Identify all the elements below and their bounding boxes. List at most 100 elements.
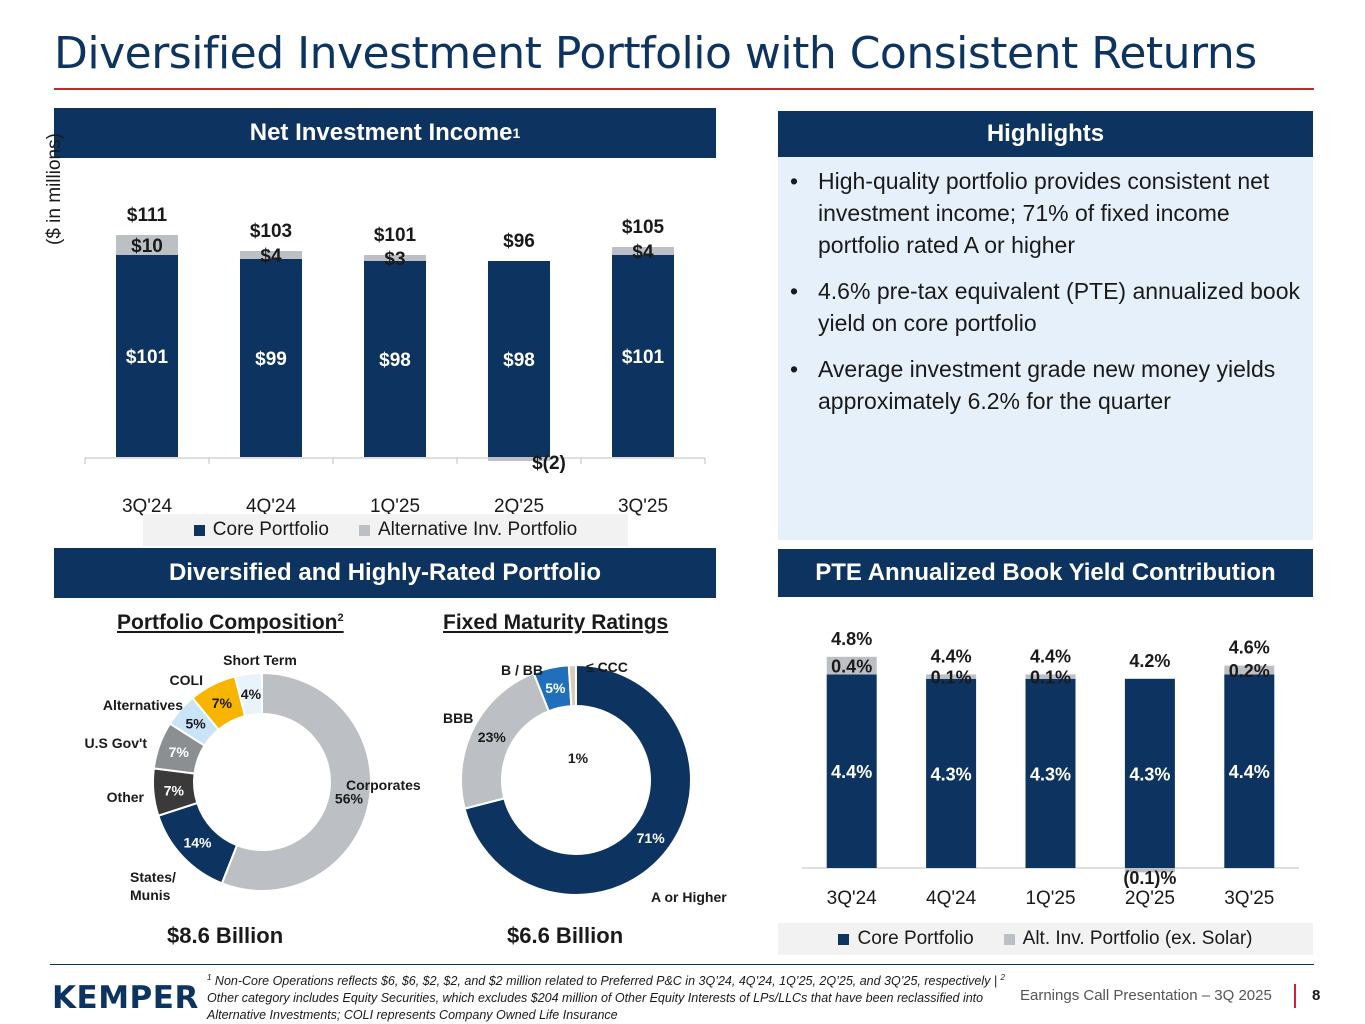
composition-title: Portfolio Composition2 bbox=[117, 611, 344, 635]
pte-legend-alt-label: Alt. Inv. Portfolio (ex. Solar) bbox=[1022, 928, 1253, 949]
slice-percent-label: 14% bbox=[183, 835, 212, 851]
core-value-label: $98 bbox=[379, 350, 411, 371]
slice-percent-label: 71% bbox=[637, 830, 666, 846]
donut-slice bbox=[220, 671, 372, 892]
slice-percent-label: 4% bbox=[241, 686, 262, 702]
total-value-label: 4.2% bbox=[1129, 651, 1170, 671]
slice-category-label: States/ bbox=[130, 869, 176, 885]
highlight-bullet: High-quality portfolio provides consiste… bbox=[786, 165, 1306, 261]
category-label: 4Q'24 bbox=[246, 496, 297, 517]
slice-percent-label: 56% bbox=[335, 791, 364, 807]
total-value-label: 4.4% bbox=[1030, 646, 1071, 666]
pte-legend-core-label: Core Portfolio bbox=[857, 928, 974, 949]
composition-title-text: Portfolio Composition bbox=[117, 611, 338, 634]
legend-swatch-alt bbox=[358, 524, 370, 536]
core-value-label: $101 bbox=[126, 347, 169, 368]
legend-swatch-core bbox=[193, 524, 205, 536]
alt-bar bbox=[240, 251, 302, 259]
highlights-banner-text: Highlights bbox=[986, 120, 1105, 147]
footnote-2-mark: 2 bbox=[1000, 973, 1005, 982]
core-bar bbox=[116, 255, 178, 457]
category-label: 2Q'25 bbox=[494, 496, 544, 517]
slice-category-label: U.S Gov't bbox=[85, 735, 148, 751]
slice-category-label: B / BB bbox=[501, 662, 543, 678]
pte-chart: 0.4%4.4%4.8%3Q'240.1%4.3%4.4%4Q'240.1%4.… bbox=[802, 629, 1299, 909]
total-value-label: $105 bbox=[622, 217, 665, 238]
core-value-label: $99 bbox=[255, 349, 287, 370]
alt-value-label: $3 bbox=[384, 249, 405, 270]
core-value-label: 4.4% bbox=[831, 762, 872, 782]
total-value-label: 4.8% bbox=[831, 629, 872, 649]
total-value-label: $101 bbox=[374, 225, 417, 246]
nii-chart: $10 $101 $111 3Q'24 $4 $99 $103 4Q'24 $3 $98 $101 1… bbox=[84, 205, 706, 517]
legend-swatch-core bbox=[838, 933, 850, 945]
core-bar bbox=[826, 674, 877, 868]
category-label: 3Q'24 bbox=[827, 888, 878, 909]
alt-bar bbox=[826, 656, 877, 675]
alt-bar bbox=[1124, 868, 1175, 873]
page-number: 8 bbox=[1312, 987, 1321, 1004]
slice-percent-label: 7% bbox=[169, 744, 190, 760]
footnote-1-mark: 1 bbox=[207, 973, 212, 982]
page-title: Diversified Investment Portfolio with Co… bbox=[54, 28, 1257, 79]
slice-category-label: Other bbox=[107, 789, 145, 805]
alt-bar bbox=[488, 457, 550, 461]
nii-legend: Core Portfolio Alternative Inv. Portfoli… bbox=[143, 514, 628, 546]
nii-legend-core: Core Portfolio bbox=[193, 519, 329, 541]
composition-title-sup: 2 bbox=[337, 612, 344, 624]
ratings-total: $6.6 Billion bbox=[507, 923, 624, 948]
title-divider bbox=[54, 88, 1314, 90]
slice-percent-label: 5% bbox=[545, 680, 566, 696]
footnote-2: Other category includes Equity Securitie… bbox=[207, 991, 984, 1023]
highlight-bullet: Average investment grade new money yield… bbox=[786, 353, 1306, 417]
core-bar bbox=[926, 678, 977, 868]
nii-banner-sup: 1 bbox=[512, 125, 521, 141]
total-value-label: 4.6% bbox=[1229, 638, 1270, 658]
pte-banner: PTE Annualized Book Yield Contribution bbox=[778, 549, 1313, 597]
composition-total: $8.6 Billion bbox=[167, 923, 284, 948]
core-value-label: $98 bbox=[503, 350, 535, 371]
category-label: 1Q'25 bbox=[1025, 888, 1075, 909]
highlights-list: High-quality portfolio provides consiste… bbox=[786, 165, 1306, 431]
diversified-banner: Diversified and Highly-Rated Portfolio bbox=[54, 548, 716, 598]
alt-value-label: 0.1% bbox=[1030, 668, 1071, 688]
highlights-banner: Highlights bbox=[778, 111, 1313, 157]
alt-value-label: 0.4% bbox=[831, 657, 872, 677]
total-value-label: $111 bbox=[127, 205, 168, 226]
slice-percent-label: 5% bbox=[185, 715, 206, 731]
core-bar bbox=[612, 255, 674, 457]
nii-banner: Net Investment Income 1 bbox=[54, 108, 716, 158]
slice-category-label: ≤ CCC bbox=[586, 659, 628, 675]
nii-legend-core-label: Core Portfolio bbox=[212, 519, 329, 540]
slice-category-label: BBB bbox=[443, 710, 473, 726]
footnote-1: Non-Core Operations reflects $6, $6, $2,… bbox=[211, 974, 1001, 989]
core-bar bbox=[240, 259, 302, 457]
alt-value-label: $(2) bbox=[532, 453, 566, 474]
core-value-label: 4.3% bbox=[931, 764, 972, 784]
donut-slice bbox=[567, 663, 577, 708]
pte-banner-text: PTE Annualized Book Yield Contribution bbox=[815, 559, 1276, 586]
alt-bar bbox=[364, 255, 426, 261]
alt-value-label: (0.1)% bbox=[1123, 868, 1176, 888]
core-value-label: 4.4% bbox=[1229, 762, 1270, 782]
slice-percent-label: 7% bbox=[212, 695, 233, 711]
total-value-label: $96 bbox=[503, 231, 535, 252]
category-label: 1Q'25 bbox=[370, 496, 420, 517]
core-bar bbox=[364, 261, 426, 457]
alt-bar bbox=[116, 235, 178, 255]
nii-legend-alt: Alternative Inv. Portfolio bbox=[358, 519, 577, 541]
slice-percent-label: 1% bbox=[568, 750, 589, 766]
pte-legend-core: Core Portfolio bbox=[838, 928, 974, 950]
presentation-name: Earnings Call Presentation – 3Q 2025 bbox=[1020, 987, 1272, 1004]
slice-percent-label: 7% bbox=[164, 782, 185, 798]
nii-banner-text: Net Investment Income bbox=[249, 119, 513, 146]
alt-value-label: $4 bbox=[632, 242, 654, 263]
slice-percent-label: 23% bbox=[478, 729, 507, 745]
total-value-label: 4.4% bbox=[931, 646, 972, 666]
footnote: 1 Non-Core Operations reflects $6, $6, $… bbox=[207, 969, 1017, 1024]
pte-legend-alt: Alt. Inv. Portfolio (ex. Solar) bbox=[1003, 928, 1253, 950]
pte-legend: Core Portfolio Alt. Inv. Portfolio (ex. … bbox=[778, 923, 1313, 955]
slice-category-label: A or Higher bbox=[651, 889, 727, 905]
legend-swatch-alt bbox=[1003, 933, 1015, 945]
nii-y-axis-label: ($ in millions) bbox=[44, 133, 65, 245]
